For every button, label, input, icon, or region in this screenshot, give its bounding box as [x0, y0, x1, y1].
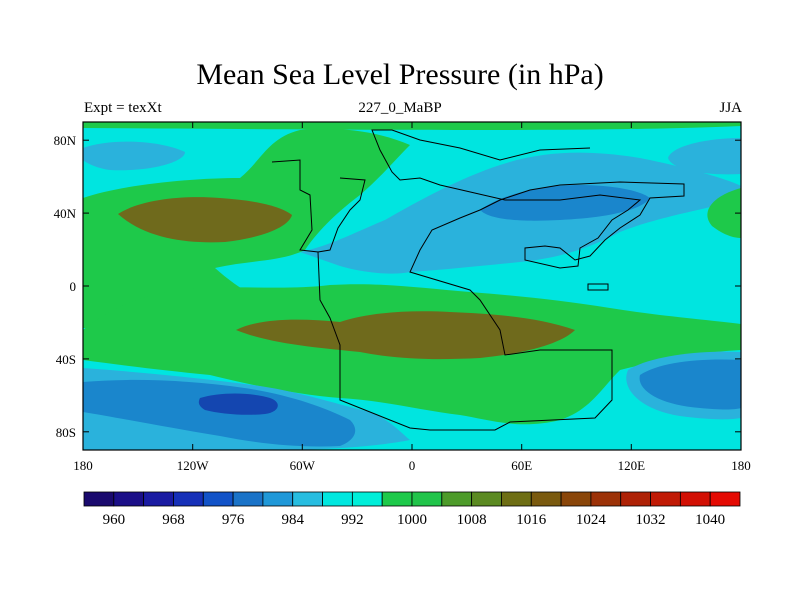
- coastline-island: [587, 283, 609, 291]
- colorbar-swatch: [679, 491, 711, 507]
- y-axis: 80N 40N 0 40S 80S: [54, 133, 741, 440]
- colorbar-swatch: [471, 491, 502, 507]
- colorbar-swatch: [441, 491, 473, 507]
- contour-1016-south-africa: [236, 311, 575, 360]
- colorbar-swatch: [292, 491, 323, 507]
- colorbar-label: 968: [162, 512, 185, 528]
- y-tick-label: 0: [70, 279, 77, 294]
- contour-984-eurasia: [480, 185, 650, 221]
- contour-1008-east: [707, 188, 741, 238]
- colorbar-swatch: [560, 491, 592, 507]
- contour-992-arctic-left: [83, 141, 185, 171]
- x-tick-label: 0: [409, 458, 416, 473]
- contour-992-arctic-right: [668, 138, 741, 175]
- x-tick-label: 60E: [511, 458, 532, 473]
- colorbar-swatch: [620, 491, 651, 507]
- colorbar-swatch: [262, 491, 294, 507]
- y-tick-label: 80N: [54, 133, 77, 148]
- colorbar-label: 1016: [516, 512, 547, 528]
- season-label: JJA: [719, 100, 742, 116]
- chart-title: Mean Sea Level Pressure (in hPa): [196, 58, 604, 91]
- y-tick-label: 40N: [54, 206, 77, 221]
- y-tick-label: 40S: [56, 352, 76, 367]
- colorbar-label: 1024: [576, 512, 607, 528]
- period-label: 227_0_MaBP: [358, 100, 442, 116]
- colorbar-swatch: [322, 491, 353, 507]
- colorbar-label: 1008: [457, 512, 487, 528]
- colorbar-swatch: [530, 491, 562, 507]
- colorbar-swatch: [650, 491, 681, 507]
- colorbar-label: 960: [103, 512, 126, 528]
- colorbar-swatch: [143, 491, 174, 507]
- colorbar-swatch: [351, 491, 383, 507]
- colorbar-labels: 960 968 976 984 992 1000 1008 1016 1024 1032 1040: [103, 512, 726, 528]
- colorbar-swatch: [709, 491, 741, 507]
- colorbar-swatch: [202, 491, 234, 507]
- colorbar-swatch: [590, 491, 622, 507]
- experiment-label: Expt = texXt: [84, 100, 162, 116]
- colorbar-swatch: [113, 491, 145, 507]
- x-tick-label: 120W: [177, 458, 210, 473]
- colorbar-swatch: [501, 491, 532, 507]
- contour-1016-north-atlantic: [118, 197, 292, 243]
- contour-976-southern-ocean: [198, 393, 278, 415]
- colorbar-swatch: [173, 491, 204, 507]
- colorbar-label: 1040: [695, 512, 725, 528]
- colorbar-swatch: [83, 491, 115, 507]
- colorbar-label: 984: [281, 512, 304, 528]
- colorbar-swatch: [232, 491, 264, 507]
- colorbar-swatch: [381, 491, 413, 507]
- colorbar-swatch: [411, 491, 443, 507]
- x-tick-label: 60W: [290, 458, 316, 473]
- x-axis: 180 120W 60W 0 60E 120E 180: [73, 122, 751, 473]
- x-tick-label: 180: [73, 458, 93, 473]
- y-tick-label: 80S: [56, 425, 76, 440]
- contour-984-south-pacific: [639, 359, 741, 410]
- x-tick-label: 120E: [618, 458, 646, 473]
- continent-outline: [271, 129, 685, 431]
- pressure-field: [83, 122, 741, 450]
- contour-984-southern-ocean: [83, 379, 356, 447]
- x-tick-label: 180: [731, 458, 751, 473]
- coastline-europe: [317, 177, 366, 253]
- colorbar-label: 976: [222, 512, 245, 528]
- colorbar-label: 1032: [636, 512, 666, 528]
- colorbar: [83, 491, 741, 507]
- colorbar-label: 1000: [397, 512, 427, 528]
- colorbar-label: 992: [341, 512, 364, 528]
